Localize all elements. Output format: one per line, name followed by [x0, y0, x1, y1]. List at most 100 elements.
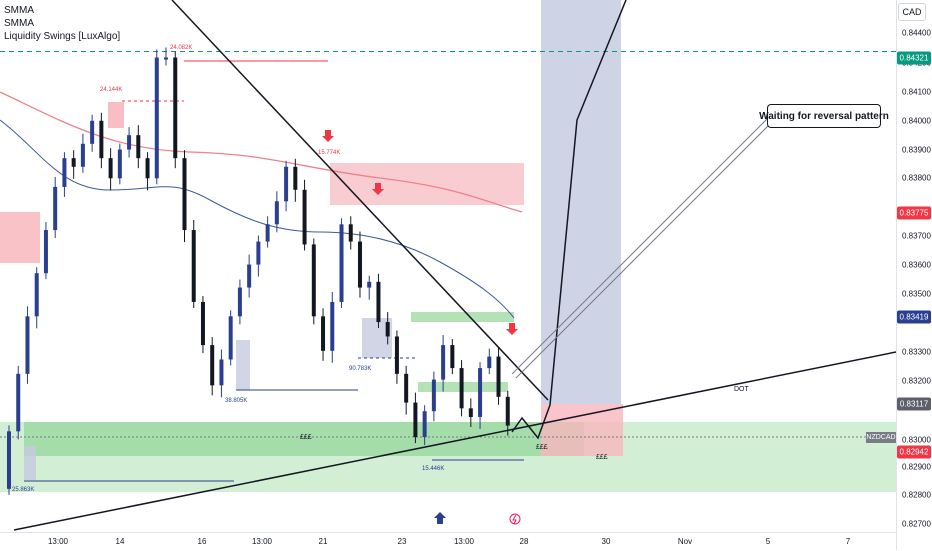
- indicator-legend: SMMA SMMA Liquidity Swings [LuxAlgo]: [4, 4, 120, 43]
- candle-body: [43, 230, 48, 274]
- time-axis[interactable]: [0, 532, 896, 551]
- candle-body: [25, 316, 30, 374]
- candle-body: [90, 120, 95, 144]
- down-arrow-icon: [506, 323, 518, 335]
- legend-smma-1[interactable]: SMMA: [4, 5, 34, 16]
- time-label: 23: [397, 537, 407, 546]
- price-badge[interactable]: 0.84321: [897, 51, 931, 65]
- lightning-icon: [509, 513, 521, 525]
- legend-smma-2[interactable]: SMMA: [4, 18, 34, 29]
- candle-body: [145, 158, 150, 179]
- callout-pointer-a: [511, 117, 769, 375]
- price-tick: 0.83300: [902, 347, 931, 357]
- price-tick: 0.83600: [902, 260, 931, 270]
- candle-body: [127, 135, 132, 150]
- candle-body: [228, 316, 233, 360]
- reversal-callout[interactable]: Waiting for reversal pattern: [759, 104, 889, 128]
- candle-body: [459, 368, 464, 409]
- candle-body: [348, 224, 353, 242]
- descending-trendline: [171, 0, 549, 401]
- time-label: 28: [519, 537, 529, 546]
- swing-low-label: 38.805K: [225, 398, 248, 404]
- candle-body: [450, 345, 455, 369]
- down-arrow-icon: [322, 130, 334, 142]
- symbol-tag[interactable]: NZDCAD: [866, 432, 896, 443]
- candle-body: [210, 345, 215, 386]
- time-label: 16: [197, 537, 207, 546]
- lightning-bolt-icon: [512, 514, 517, 525]
- swing-high-label: 24.144K: [100, 87, 123, 93]
- price-tick: 0.83200: [902, 376, 931, 386]
- projection-path: [511, 0, 627, 440]
- candle-body: [136, 135, 141, 159]
- price-badge[interactable]: 0.82942: [897, 445, 931, 459]
- legend-liquidity-swings[interactable]: Liquidity Swings [LuxAlgo]: [4, 31, 121, 42]
- candle-body: [117, 149, 122, 179]
- supply-zone-upper: [330, 163, 524, 205]
- price-badge[interactable]: 0.83775: [897, 206, 931, 220]
- demand-zone-mid: [411, 312, 514, 322]
- time-label: 5: [765, 537, 771, 546]
- swing-low-label: 90.783K: [349, 366, 372, 372]
- swing-low-label: 15.446K: [422, 466, 445, 472]
- time-label: 13:00: [251, 537, 273, 546]
- price-tick: 0.82800: [902, 490, 931, 500]
- candle-body: [237, 287, 242, 317]
- candle-body: [422, 411, 427, 438]
- currency-label[interactable]: CAD: [898, 3, 926, 21]
- candle-body: [330, 301, 335, 351]
- callout-pointer-b: [515, 123, 771, 379]
- trendline-label: DOT: [734, 386, 749, 393]
- candles-group: [7, 47, 510, 495]
- price-badge[interactable]: 0.83117: [897, 397, 931, 411]
- candle-body: [385, 322, 390, 337]
- demand-zone-inner: [24, 422, 584, 456]
- candle-body: [431, 379, 436, 412]
- supply-zone-small: [108, 102, 124, 128]
- liquidity-box-3: [24, 446, 36, 480]
- price-tick: 0.83700: [902, 231, 931, 241]
- candle-body: [265, 224, 270, 242]
- candle-body: [487, 356, 492, 369]
- liquidity-box-2: [236, 340, 250, 390]
- price-tick: 0.84100: [902, 87, 931, 97]
- candle-body: [164, 57, 169, 60]
- smma-red-line: [0, 91, 523, 213]
- candle-body: [293, 166, 298, 190]
- candle-body: [154, 57, 159, 179]
- price-tick: 0.82900: [902, 462, 931, 472]
- supply-zone-right: [541, 404, 623, 456]
- price-badge[interactable]: 0.83419: [897, 310, 931, 324]
- candle-body: [219, 359, 224, 386]
- price-tick: 0.84000: [902, 116, 931, 126]
- price-tick: 0.83000: [902, 435, 931, 445]
- candle-body: [311, 244, 316, 317]
- candle-body: [505, 396, 510, 426]
- liquidity-mark: £££: [596, 454, 608, 461]
- candle-body: [247, 264, 252, 288]
- price-tick: 0.83500: [902, 289, 931, 299]
- down-arrow-icon: [372, 183, 384, 195]
- candle-body: [53, 186, 58, 231]
- up-arrow-icon: [434, 512, 446, 524]
- candle-body: [16, 373, 21, 432]
- swing-high-label: 15.774K: [318, 150, 341, 156]
- candle-body: [394, 336, 399, 374]
- liquidity-mark: £££: [300, 434, 312, 441]
- candle-body: [367, 281, 372, 288]
- candle-body: [284, 166, 289, 202]
- time-label: 13:00: [47, 537, 69, 546]
- liquidity-mark: £££: [536, 444, 548, 451]
- candle-body: [62, 158, 67, 187]
- projection-zone: [541, 0, 621, 404]
- candle-body: [34, 273, 39, 317]
- candle-body: [413, 402, 418, 438]
- smma-blue-line: [0, 119, 515, 319]
- candle-body: [256, 241, 261, 265]
- candle-body: [99, 120, 104, 159]
- time-label: 21: [318, 537, 328, 546]
- price-tick: 0.83800: [902, 173, 931, 183]
- candle-body: [182, 158, 187, 231]
- candle-body: [376, 281, 381, 323]
